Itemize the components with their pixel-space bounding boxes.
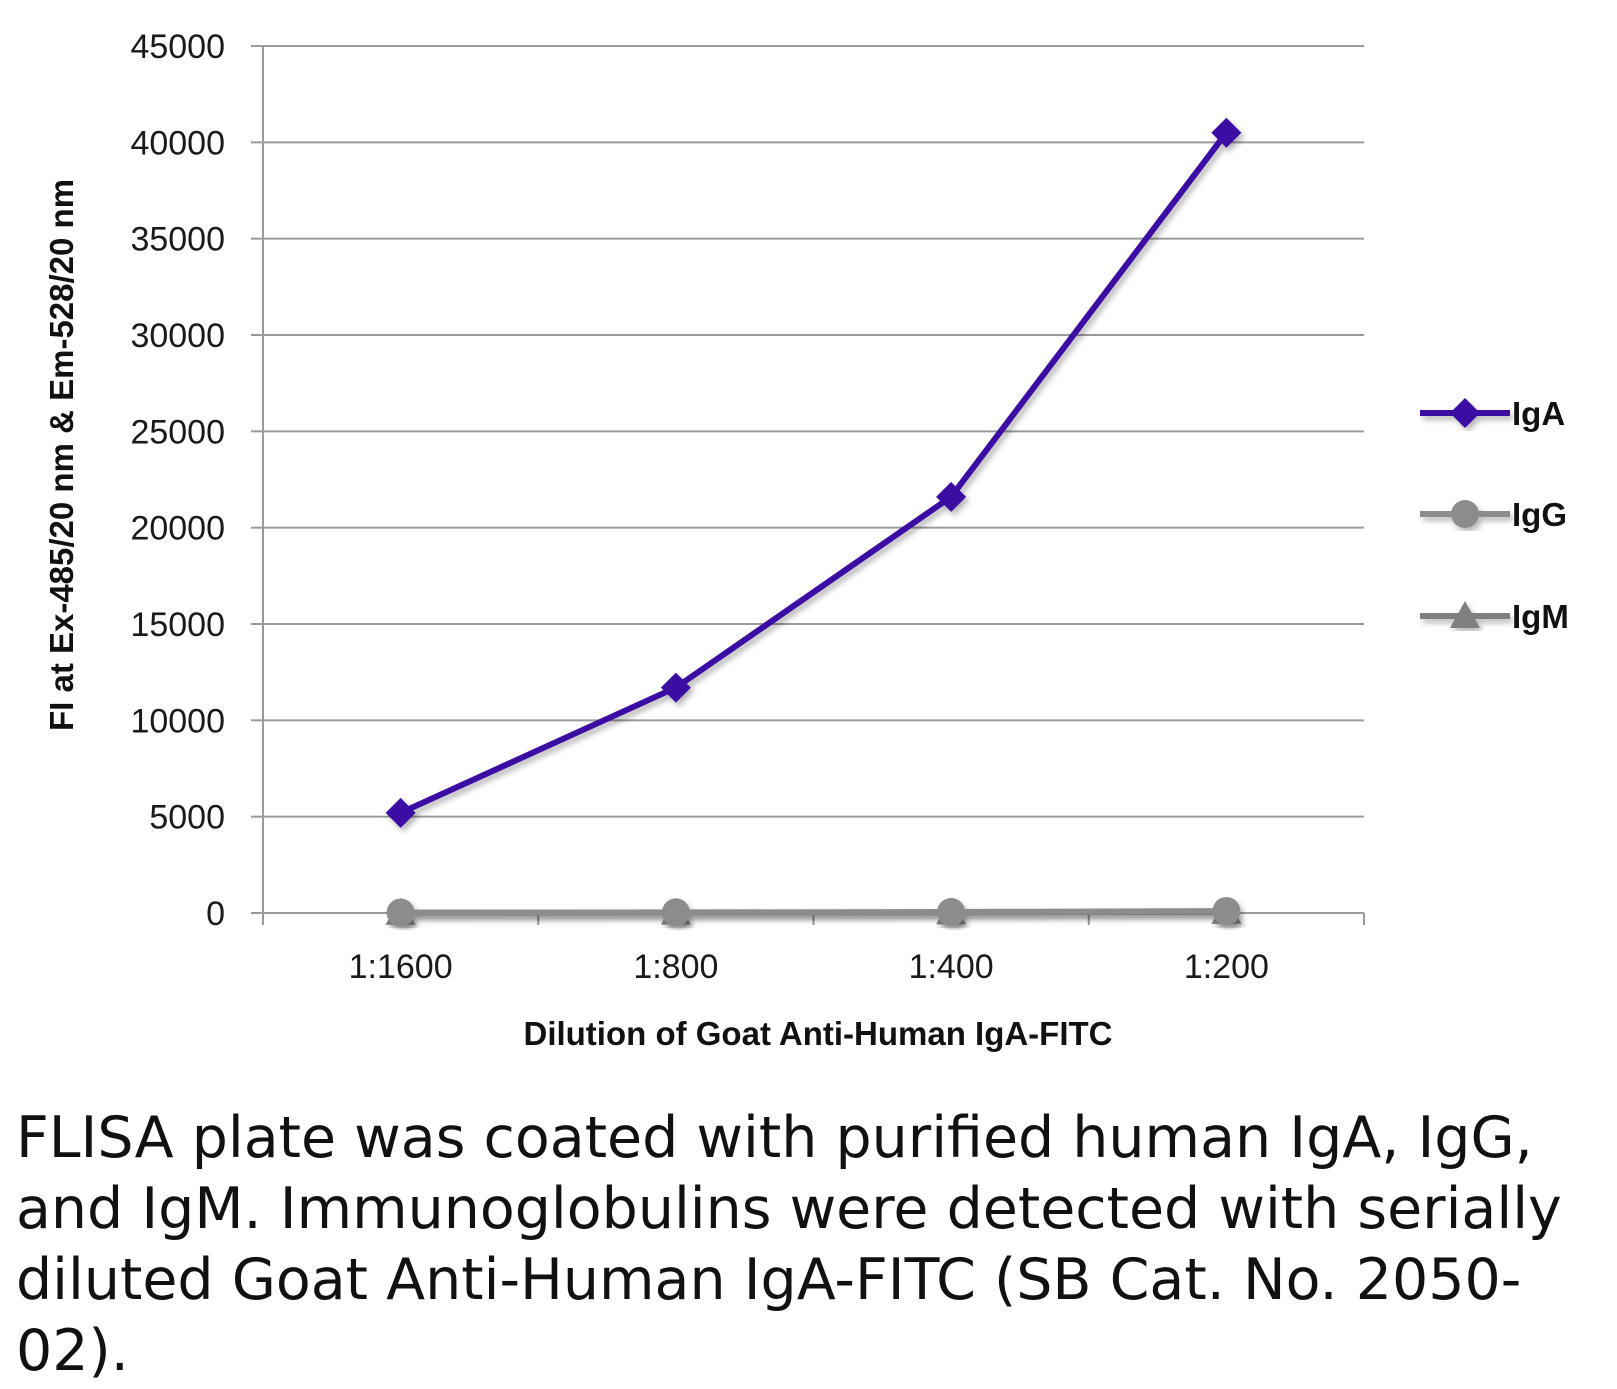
data-point [1211,117,1242,148]
y-tick-labels: 0 5000 10000 15000 20000 25000 30000 35000 40000… [130,28,225,933]
data-point [660,672,691,703]
x-tick-labels: 1:1600 1:800 1:400 1:200 [349,948,1269,986]
legend-swatch-marker [1451,500,1479,528]
data-point [661,898,690,927]
chart: 0 5000 10000 15000 20000 25000 30000 35000 40000… [43,28,1569,1052]
y-tick-label: 40000 [130,124,225,162]
legend-swatch-marker [1450,601,1480,628]
y-tick-label: 10000 [130,702,225,740]
y-tick-label: 15000 [130,606,225,644]
x-tick-label: 1:1600 [349,948,453,986]
series-line [399,130,1229,816]
data-point [1212,897,1241,926]
data-point [386,898,415,927]
series-line [400,908,1227,916]
legend-label: IgM [1512,598,1569,635]
y-tick-label: 45000 [130,28,225,66]
x-tick-label: 1:800 [633,948,718,986]
x-axis-title: Dilution of Goat Anti-Human IgA-FITC [523,1015,1112,1052]
series-group [385,117,1242,927]
series-iga [385,117,1242,828]
y-tick-label: 0 [206,895,225,933]
y-tick-label: 5000 [149,799,225,837]
legend-label: IgG [1512,496,1567,533]
gridlines [263,45,1364,818]
figure-caption: FLISA plate was coated with purified hum… [16,1105,1562,1384]
x-tick-label: 1:400 [909,948,994,986]
legend-item-igg [1420,500,1510,528]
series-igg [386,897,1241,927]
y-tick-label: 30000 [130,317,225,355]
y-tick-label: 25000 [130,413,225,451]
y-axis-title: FI at Ex-485/20 nm & Em-528/20 nm [43,179,80,731]
data-point [385,797,416,828]
legend-item-igm [1420,601,1510,628]
legend-swatch-marker [1450,398,1480,428]
legend-item-iga [1420,398,1510,428]
x-tick-label: 1:200 [1184,948,1269,986]
y-tick-label: 20000 [130,510,225,548]
axes [251,45,1365,925]
data-point [936,481,967,512]
legend-label: IgA [1512,395,1565,432]
y-tick-label: 35000 [130,221,225,259]
data-point [937,898,966,927]
legend: IgA IgG IgM [1420,395,1569,635]
